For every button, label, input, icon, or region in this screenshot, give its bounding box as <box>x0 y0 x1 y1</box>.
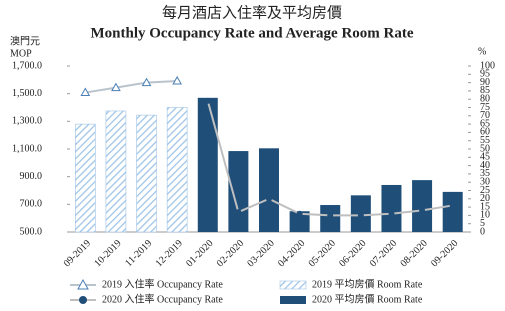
x-tick-label: 01-2020 <box>184 238 215 269</box>
legend-label: 2020 平均房價 Room Rate <box>312 292 423 305</box>
y2-tick-label: 55 <box>480 135 490 146</box>
bar <box>442 191 463 232</box>
marker <box>266 195 272 202</box>
bar <box>289 211 310 232</box>
y-tick-label: 1,700.0 <box>12 60 42 71</box>
bar <box>105 110 127 233</box>
bar <box>259 148 279 232</box>
y2-axis-label: % <box>478 46 486 57</box>
y2-tick-label: 30 <box>480 176 490 187</box>
legend-marker <box>79 296 87 304</box>
x-tick-label: 09-2020 <box>429 238 460 269</box>
y2-tick-label: 40 <box>480 160 490 171</box>
y2-tick-label: 90 <box>480 77 490 88</box>
x-tick-label: 11-2019 <box>123 238 154 269</box>
y2-tick-label: 85 <box>480 85 490 96</box>
bar <box>166 107 188 233</box>
marker <box>80 87 91 97</box>
x-tick-label: 02-2020 <box>215 238 246 269</box>
y-axis-label: MOP <box>10 48 32 59</box>
y2-tick-label: 20 <box>480 193 490 204</box>
y2-tick-label: 50 <box>480 143 490 154</box>
bar <box>197 97 218 232</box>
bar <box>381 184 402 232</box>
chart-subtitle: Monthly Occupancy Rate and Average Room … <box>90 25 413 41</box>
x-tick-label: 10-2019 <box>92 238 123 269</box>
marker <box>111 82 121 92</box>
y-tick-label: 1,100.0 <box>12 143 42 154</box>
y2-tick-label: 70 <box>480 110 490 121</box>
y2-tick-label: 95 <box>480 69 490 80</box>
chart-title: 每月酒店入住率及平均房價 <box>162 4 342 21</box>
y2-tick-label: 100 <box>480 60 495 71</box>
x-tick-label: 04-2020 <box>276 238 307 269</box>
marker <box>388 210 395 217</box>
y-tick-label: 1,500.0 <box>12 88 42 99</box>
x-tick-label: 07-2020 <box>368 238 399 269</box>
legend-label: 2019 平均房價 Room Rate <box>312 277 423 290</box>
bar <box>320 205 341 232</box>
x-tick-label: 12-2019 <box>154 238 185 269</box>
marker <box>296 210 303 217</box>
x-tick-label: 09-2019 <box>62 238 93 269</box>
y2-tick-label: 0 <box>480 226 485 237</box>
y-tick-label: 900.0 <box>20 171 43 182</box>
legend-label: 2019 入住率 Occupancy Rate <box>102 277 223 290</box>
marker <box>327 212 334 219</box>
legend-marker <box>77 278 89 290</box>
marker <box>235 209 242 216</box>
y2-tick-label: 10 <box>480 210 490 221</box>
marker <box>141 77 152 87</box>
x-tick-label: 08-2020 <box>398 238 429 269</box>
bar <box>75 123 96 233</box>
y2-tick-label: 65 <box>480 118 490 129</box>
y-axis-label: 澳門元 <box>10 34 40 47</box>
x-tick-label: 05-2020 <box>307 238 338 269</box>
bar <box>228 151 249 232</box>
y2-tick-label: 45 <box>480 152 490 163</box>
legend-swatch <box>279 280 307 290</box>
y-tick-label: 1,300.0 <box>12 116 42 127</box>
marker <box>419 207 426 214</box>
bar <box>136 114 157 233</box>
bar <box>412 180 433 232</box>
marker <box>357 212 364 219</box>
y2-tick-label: 75 <box>480 102 490 113</box>
y2-tick-label: 5 <box>480 218 485 229</box>
legend-swatch <box>280 296 306 304</box>
marker <box>204 97 211 104</box>
y2-tick-label: 15 <box>480 201 490 212</box>
line <box>85 79 178 94</box>
marker <box>449 202 456 209</box>
y2-tick-label: 35 <box>480 168 490 179</box>
y2-tick-label: 60 <box>480 127 490 138</box>
legend-label: 2020 入住率 Occupancy Rate <box>102 292 223 305</box>
x-tick-label: 03-2020 <box>245 238 276 269</box>
y-tick-label: 700.0 <box>20 199 43 210</box>
y-tick-label: 500.0 <box>20 226 43 237</box>
y2-tick-label: 25 <box>480 185 490 196</box>
y2-tick-label: 80 <box>480 93 490 104</box>
marker <box>172 75 183 85</box>
x-tick-label: 06-2020 <box>337 238 368 269</box>
